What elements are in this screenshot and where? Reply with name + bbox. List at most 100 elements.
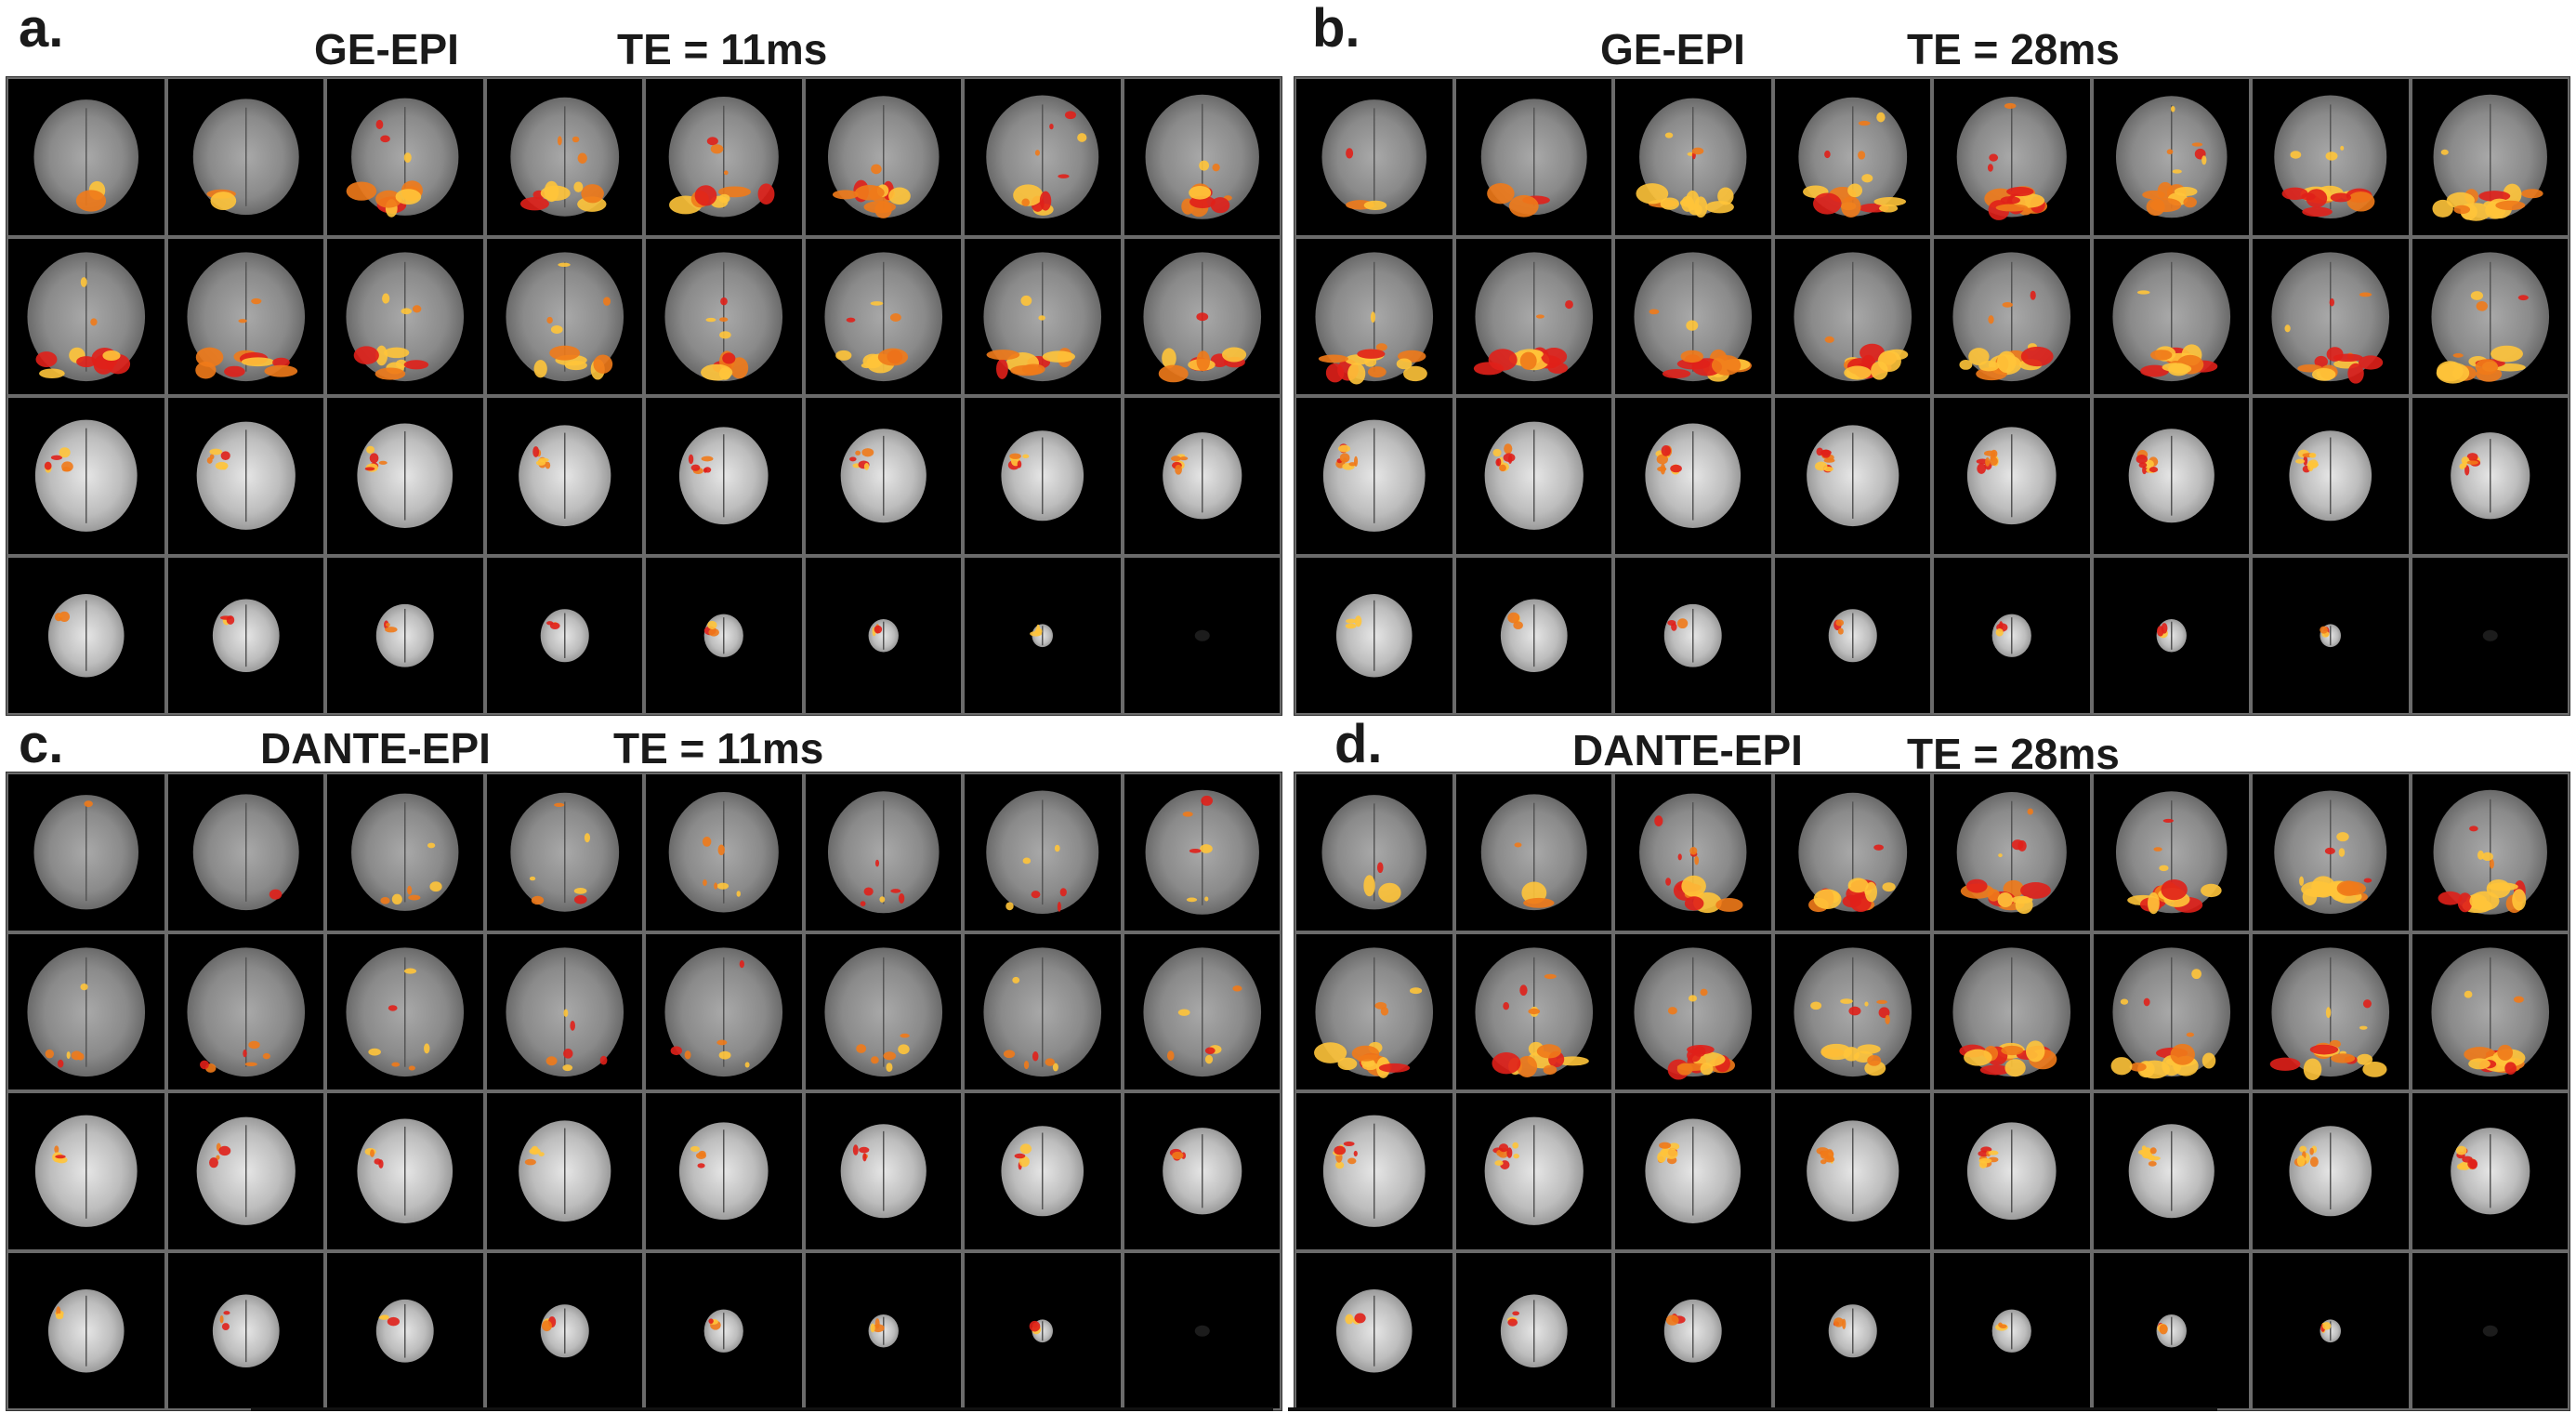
- brain-slice-image: [1797, 792, 1907, 913]
- brain-slice-image: [668, 792, 779, 913]
- brain-slice-image: [1322, 1115, 1426, 1227]
- brain-slice-image: [34, 1115, 138, 1227]
- brain-slice-image: [2128, 429, 2215, 523]
- brain-slice-image: [1793, 946, 1912, 1076]
- brain-slice-image: [34, 419, 138, 532]
- slice-tile: [2091, 77, 2251, 237]
- brain-slice-image: [2433, 789, 2547, 915]
- brain-slice-image: [703, 1309, 743, 1353]
- brain-slice-image: [518, 425, 611, 527]
- brain-slice-image: [986, 95, 1099, 219]
- brain-slice-image: [678, 1122, 769, 1221]
- slice-tile: [644, 77, 804, 237]
- brain-slice-image: [678, 427, 769, 525]
- brain-slice-image: [868, 1314, 899, 1347]
- brain-slice-image: [1315, 251, 1434, 384]
- slice-tile: [1453, 931, 1613, 1091]
- slice-tile: [7, 773, 166, 932]
- slice-tile: [165, 1250, 325, 1410]
- brain-slice-image: [346, 98, 459, 218]
- slice-tile: [1295, 396, 1454, 556]
- brain-slice-image: [2274, 95, 2387, 219]
- slice-tile: [7, 1091, 166, 1251]
- brain-slice-image: [540, 608, 589, 662]
- slice-tile: [644, 931, 804, 1091]
- slice-tile: [1453, 1250, 1613, 1410]
- brain-slice-image: [827, 791, 940, 914]
- brain-slice-image: [346, 946, 465, 1076]
- slice-tile: [1122, 773, 1281, 932]
- slice-tile: [2410, 1091, 2569, 1251]
- slice-tile: [963, 1250, 1123, 1410]
- slice-tile: [803, 555, 963, 715]
- slice-tile: [963, 396, 1123, 556]
- slice-tile: [325, 555, 485, 715]
- brain-slice-image: [2320, 1318, 2342, 1342]
- slice-tile: [484, 1091, 644, 1251]
- brain-slice-image: [357, 423, 453, 528]
- brain-slice-image: [668, 97, 779, 218]
- slice-tile: [803, 1250, 963, 1410]
- panel-b: b. GE-EPI TE = 28ms: [1288, 0, 2576, 720]
- brain-slice-image: [840, 429, 927, 523]
- brain-slice-image: [664, 946, 783, 1076]
- bottom-rule-left: [251, 1407, 1273, 1411]
- brain-slice-image: [823, 251, 942, 381]
- brain-slice-image: [1956, 792, 2067, 915]
- panel-a: a. GE-EPI TE = 11ms: [0, 0, 1288, 720]
- brain-slice-image: [1142, 251, 1261, 382]
- brain-slice-image: [1194, 1325, 1210, 1337]
- panel-d-te: TE = 28ms: [1907, 730, 2120, 778]
- brain-slice-image: [192, 99, 299, 216]
- slice-tile: [1453, 77, 1613, 237]
- brain-slice-image: [823, 946, 942, 1076]
- slice-tile: [1453, 773, 1613, 932]
- slice-tile: [644, 773, 804, 932]
- slice-tile: [1295, 1250, 1454, 1410]
- brain-slice-image: [2289, 430, 2372, 522]
- brain-slice-image: [1314, 946, 1434, 1078]
- brain-slice-image: [703, 614, 743, 657]
- slice-tile: [1453, 236, 1613, 396]
- brain-slice-image: [375, 1299, 434, 1363]
- slice-tile: [2251, 77, 2411, 237]
- slice-tile: [1772, 77, 1932, 237]
- slice-tile: [2251, 396, 2411, 556]
- slice-tile: [7, 931, 166, 1091]
- panel-c-sequence: DANTE-EPI: [260, 724, 491, 773]
- slice-tile: [2091, 931, 2251, 1091]
- brain-slice-image: [1663, 603, 1722, 667]
- brain-slice-image: [540, 1303, 589, 1357]
- slice-tile: [7, 1250, 166, 1410]
- panel-b-letter: b.: [1312, 0, 1360, 59]
- slice-tile: [7, 396, 166, 556]
- slice-tile: [644, 1250, 804, 1410]
- slice-tile: [2091, 1091, 2251, 1251]
- panel-a-sequence: GE-EPI: [314, 25, 459, 73]
- brain-slice-image: [1145, 789, 1259, 915]
- brain-slice-image: [1645, 1118, 1741, 1223]
- slice-tile: [963, 773, 1123, 932]
- slice-tile: [1122, 555, 1281, 715]
- slice-tile: [2410, 773, 2569, 932]
- slice-tile: [1295, 236, 1454, 396]
- brain-slice-image: [1663, 1299, 1722, 1363]
- slice-tile: [484, 1250, 644, 1410]
- slice-tile: [484, 77, 644, 237]
- panel-a-te: TE = 11ms: [617, 25, 828, 73]
- slice-tile: [963, 77, 1123, 237]
- slice-tile: [644, 236, 804, 396]
- brain-slice-image: [2430, 251, 2549, 384]
- brain-slice-image: [840, 1124, 927, 1219]
- slice-tile: [484, 236, 644, 396]
- slice-tile: [1122, 236, 1281, 396]
- brain-slice-image: [1321, 99, 1427, 215]
- slice-tile: [1932, 1091, 2092, 1251]
- slice-tile: [803, 931, 963, 1091]
- brain-slice-image: [1828, 1303, 1877, 1357]
- slice-tile: [1613, 1250, 1773, 1410]
- slice-tile: [165, 555, 325, 715]
- slice-tile: [165, 236, 325, 396]
- slice-tile: [165, 1091, 325, 1251]
- slice-tile: [1295, 555, 1454, 715]
